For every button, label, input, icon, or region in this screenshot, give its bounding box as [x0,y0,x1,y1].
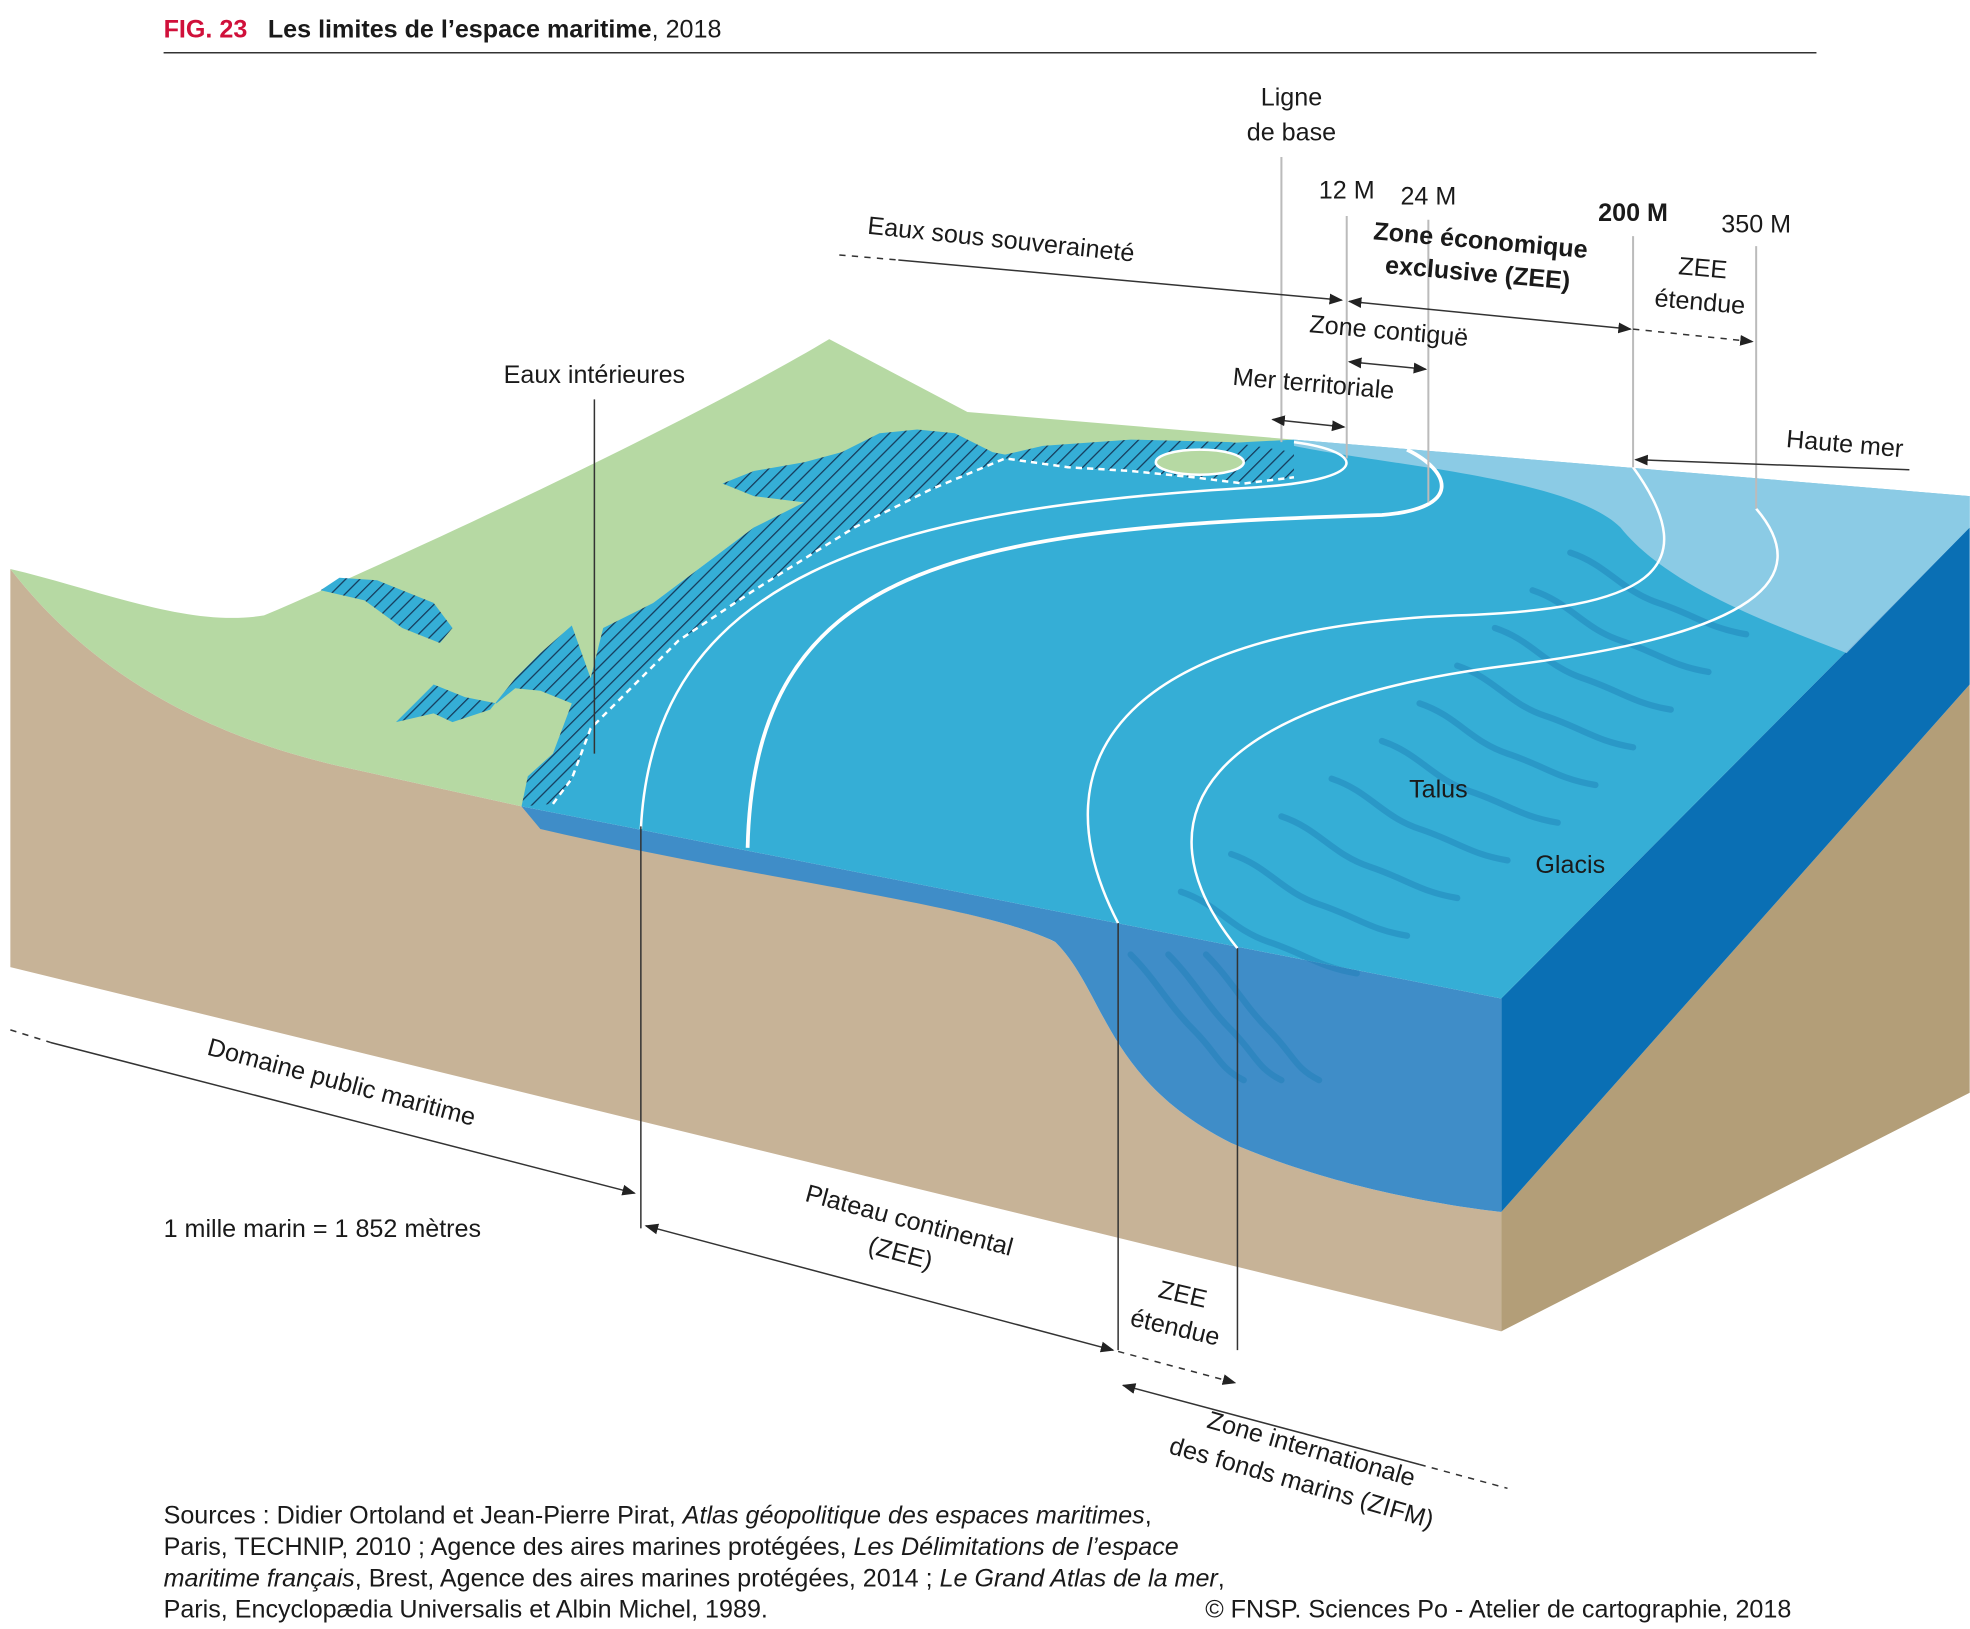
label-contiguous-zone: Zone contiguë [1308,310,1469,352]
shape [1529,587,1712,676]
label-12m: 12 M [1319,176,1375,204]
shape [1278,813,1461,902]
label-zifm: Zone internationaledes fonds marins (ZIF… [1166,1398,1446,1534]
shape [1454,662,1637,751]
label-slope: Talus [1409,776,1468,804]
front-water [521,806,1502,1213]
line [1633,328,1754,346]
label-200m: 200 M [1598,199,1668,227]
header: FIG. 23 Les limites de l’espace maritime… [164,16,1817,54]
right-water [1501,527,1970,1213]
label-rise: Glacis [1535,851,1605,879]
line [1347,297,1632,334]
limit-12m [639,440,1348,830]
line [1117,1350,1237,1385]
label-nautical-mile: 1 mille marin = 1 852 mètres [164,1215,481,1243]
arrows [10,254,1910,1490]
sea-surface [521,439,1970,999]
line [898,259,1344,305]
guides [593,156,1758,1351]
label-baseline: Ligne de base [1247,84,1336,147]
line [1634,454,1910,471]
line [1121,1383,1420,1466]
footer: Sources : Didier Ortoland et Jean-Pierre… [164,1501,1792,1623]
label-eez: Zone économiqueexclusive (ZEE) [1369,217,1588,296]
limit-350m [1190,507,1779,950]
label-high-sea: Haute mer [1785,425,1904,463]
line [1271,415,1346,432]
line [1419,1463,1508,1490]
front-ground [10,568,1502,1332]
line [839,254,899,261]
shape [1567,549,1750,638]
estuary [320,577,453,644]
line [50,1041,636,1196]
label-internal-waters: Eaux intérieures [504,361,685,389]
sources-line: maritime français, Brest, Agence des air… [164,1564,1225,1592]
limit-200m [1086,466,1666,924]
slope-ripples [1127,549,1750,1084]
label-territorial-sea: Mer territoriale [1232,363,1396,405]
sources-line: Paris, TECHNIP, 2010 ; Agence des aires … [164,1533,1179,1561]
label-350m: 350 M [1721,210,1791,238]
shape [1202,951,1323,1084]
right-ground [1501,684,1970,1332]
island [1154,448,1245,477]
label-extended-eez-top: ZEEétendue [1653,250,1749,320]
limit-24m [745,447,1444,848]
title: Les limites de l’espace maritime, 2018 [268,16,722,44]
label-sovereign-waters: Eaux sous souveraineté [866,212,1135,268]
sources-line: Paris, Encyclopædia Universalis et Albin… [164,1596,768,1624]
shape [1416,700,1599,789]
label-extended-eez-bottom: ZEEétendue [1128,1271,1230,1352]
credit: © FNSP. Sciences Po - Atelier de cartogr… [1205,1596,1791,1624]
sources-line: Sources : Didier Ortoland et Jean-Pierre… [164,1501,1152,1529]
line [10,1029,51,1044]
high-sea-surface [1293,439,1970,654]
fig-number: FIG. 23 [164,16,248,44]
shape [1127,951,1247,1084]
shape [1328,775,1511,864]
label-24m: 24 M [1400,183,1456,211]
shape [1165,951,1285,1084]
shape [1491,624,1674,713]
block [10,339,1970,1332]
line [644,1223,1115,1353]
shape [1228,850,1411,939]
line [1347,357,1428,374]
baseline-coast [551,457,1295,805]
shape [1378,737,1561,826]
